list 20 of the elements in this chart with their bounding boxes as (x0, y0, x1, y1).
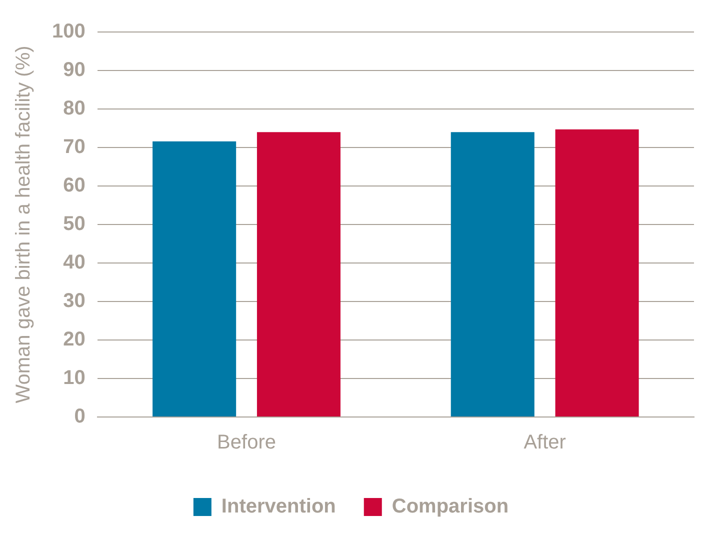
y-tick-label: 10 (63, 367, 86, 390)
y-tick-label: 60 (63, 174, 86, 197)
y-tick-label: 30 (63, 290, 86, 312)
y-tick-label: 40 (63, 252, 86, 274)
y-axis-title: Woman gave birth in a health facility (%) (12, 46, 35, 404)
x-tick-label: After (524, 432, 566, 454)
bar (152, 141, 236, 416)
y-tick-label: 50 (63, 213, 86, 236)
bar (450, 132, 534, 416)
bar (256, 132, 340, 416)
x-tick-label: Before (217, 432, 276, 454)
y-tick-label: 0 (74, 406, 86, 428)
y-tick-label: 90 (63, 59, 86, 82)
y-tick-label: 80 (63, 98, 86, 120)
legend-label: Comparison (392, 496, 509, 518)
y-tick-label: 20 (63, 328, 86, 351)
legend-label: Intervention (221, 496, 336, 518)
y-tick-label: 70 (63, 136, 86, 158)
y-tick-label: 100 (52, 20, 86, 43)
bar (555, 129, 639, 416)
